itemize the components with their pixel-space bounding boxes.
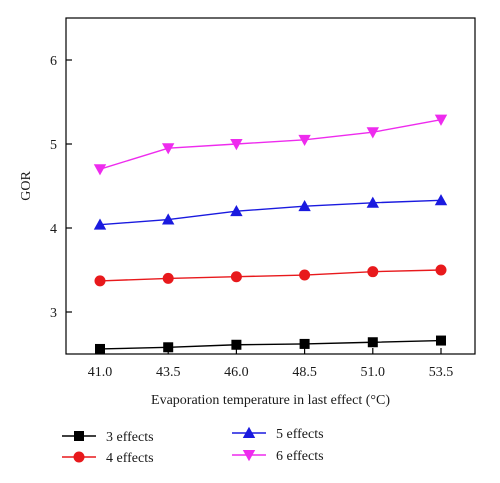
- data-point: [162, 272, 174, 284]
- plot-frame: [65, 17, 476, 355]
- data-point: [162, 213, 175, 225]
- x-tick-label: 43.5: [156, 365, 181, 380]
- data-point: [94, 275, 106, 287]
- data-point: [367, 266, 379, 278]
- legend-label: 4 effects: [106, 451, 154, 466]
- data-point: [367, 337, 378, 348]
- data-point: [434, 114, 448, 126]
- data-point: [366, 127, 379, 139]
- data-point: [298, 199, 311, 212]
- data-point: [230, 271, 242, 283]
- data-point: [230, 139, 243, 151]
- data-point: [162, 143, 175, 155]
- data-point: [95, 343, 105, 354]
- data-point: [231, 339, 242, 350]
- data-point: [434, 194, 448, 206]
- x-tick-label: 51.0: [361, 365, 386, 380]
- legend-item: 5 effects: [232, 426, 324, 442]
- series-6-effects: [93, 114, 448, 176]
- y-tick-label: 6: [50, 54, 57, 69]
- y-tick-label: 3: [50, 306, 57, 321]
- data-point: [299, 338, 310, 349]
- series-line: [99, 118, 442, 170]
- legend-label: 3 effects: [106, 430, 154, 445]
- series-line: [99, 269, 442, 282]
- data-point: [298, 134, 311, 146]
- legend: 3 effects 4 effects 5 effects 6 effects: [62, 426, 324, 466]
- series-layer: [93, 114, 448, 354]
- data-point: [163, 342, 174, 353]
- legend-marker: [242, 426, 256, 438]
- y-axis: 3 4 5 6: [50, 54, 72, 321]
- data-point: [366, 196, 379, 208]
- series-4-effects: [94, 264, 447, 287]
- x-axis-title: Evaporation temperature in last effect (…: [151, 393, 390, 408]
- series-5-effects: [93, 194, 448, 230]
- x-tick-label: 46.0: [224, 365, 249, 380]
- x-tick-label: 48.5: [292, 365, 317, 380]
- y-tick-label: 5: [50, 138, 57, 153]
- data-point: [93, 164, 107, 176]
- legend-marker: [74, 431, 84, 441]
- data-point: [435, 264, 447, 276]
- x-axis: 41.0 43.5 46.0 48.5 51.0 53.5: [88, 348, 454, 380]
- data-point: [436, 335, 446, 346]
- legend-label: 5 effects: [276, 427, 324, 442]
- legend-marker: [73, 451, 85, 463]
- x-tick-label: 41.0: [88, 365, 113, 380]
- series-line: [99, 199, 442, 226]
- legend-label: 6 effects: [276, 449, 324, 464]
- legend-item: 3 effects: [62, 430, 154, 445]
- y-axis-title: GOR: [19, 171, 34, 201]
- legend-item: 4 effects: [62, 451, 154, 466]
- y-tick-label: 4: [50, 222, 57, 237]
- legend-marker: [242, 450, 256, 462]
- data-point: [299, 269, 311, 281]
- series-line: [99, 339, 442, 350]
- series-3-effects: [95, 335, 446, 354]
- data-point: [230, 205, 243, 217]
- x-tick-label: 53.5: [429, 365, 454, 380]
- data-point: [93, 218, 107, 230]
- legend-item: 6 effects: [232, 449, 324, 464]
